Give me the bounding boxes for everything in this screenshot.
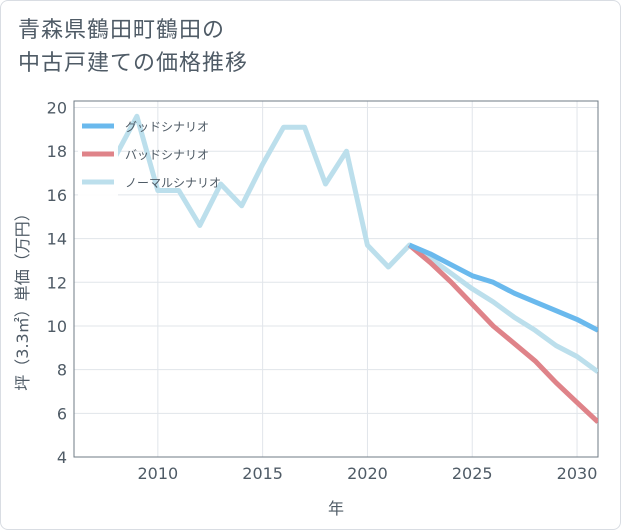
axis-ticks: 4 6 8 10 12 14 16 18 20 2010 2015 2020 2025 2030 xyxy=(47,99,598,483)
y-axis-title: 坪（3.3㎡）単価（万円） xyxy=(13,205,32,390)
legend-label-good: グッドシナリオ xyxy=(125,120,209,134)
series-line-bad xyxy=(407,243,598,424)
series-line-good xyxy=(408,242,598,333)
x-tick-label: 2030 xyxy=(557,464,598,483)
x-tick-label: 2010 xyxy=(137,464,178,483)
y-tick-label: 14 xyxy=(47,230,67,249)
plot-area-border xyxy=(73,100,599,458)
y-tick-label: 10 xyxy=(47,317,67,336)
y-tick-label: 12 xyxy=(47,273,67,292)
series-lines xyxy=(113,113,598,424)
chart-title-line-1: 青森県鶴田町鶴田の xyxy=(18,18,226,43)
chart-title-line-2: 中古戸建ての価格推移 xyxy=(18,51,249,76)
y-tick-label: 4 xyxy=(57,448,67,467)
x-tick-label: 2025 xyxy=(452,464,493,483)
x-axis-title: 年 xyxy=(328,499,344,518)
legend-label-normal: ノーマルシナリオ xyxy=(125,176,221,190)
legend-label-bad: バッドシナリオ xyxy=(125,148,209,162)
x-tick-label: 2020 xyxy=(347,464,388,483)
y-tick-label: 8 xyxy=(57,361,67,380)
series-line-normal xyxy=(113,113,598,374)
y-tick-label: 20 xyxy=(47,99,67,118)
x-tick-label: 2015 xyxy=(242,464,283,483)
chart-title: 青森県鶴田町鶴田の 中古戸建ての価格推移 xyxy=(18,14,248,80)
y-tick-label: 16 xyxy=(47,186,67,205)
y-tick-label: 18 xyxy=(47,142,67,161)
y-tick-label: 6 xyxy=(57,404,67,423)
